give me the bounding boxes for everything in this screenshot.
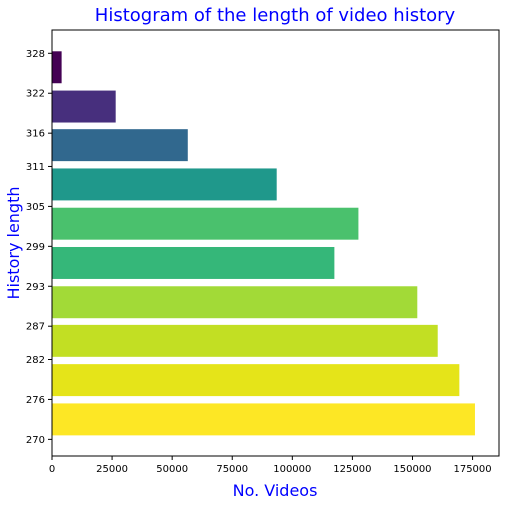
bar-1 (52, 364, 460, 397)
y-tick-label: 270 (26, 435, 45, 446)
chart-title: Histogram of the length of video history (95, 5, 456, 26)
y-tick-label: 293 (26, 282, 45, 293)
y-tick-label: 276 (26, 395, 45, 406)
y-axis-label: History length (4, 186, 23, 299)
bar-9 (52, 51, 62, 84)
bar-5 (52, 207, 359, 240)
plot-frame (51, 29, 500, 457)
y-tick-label: 316 (26, 129, 45, 140)
x-tick-label: 125000 (333, 464, 371, 475)
bar-7 (52, 129, 188, 162)
bar-3 (52, 286, 418, 319)
x-tick-label: 175000 (453, 464, 491, 475)
bar-2 (52, 324, 438, 357)
bar-0 (52, 403, 475, 436)
x-axis-ticks: 0 25000 50000 75000 100000 125000 150000 175000 (49, 456, 492, 475)
y-tick-label: 322 (26, 89, 45, 100)
x-tick-label: 50000 (156, 464, 188, 475)
x-tick-label: 100000 (273, 464, 311, 475)
y-tick-label: 299 (26, 242, 45, 253)
bar-8 (52, 90, 116, 123)
bar-4 (52, 246, 335, 279)
bar-6 (52, 168, 277, 201)
x-tick-label: 150000 (393, 464, 431, 475)
y-axis-ticks: 270 276 282 287 293 299 305 311 316 322 328 (26, 49, 52, 446)
x-tick-label: 25000 (96, 464, 128, 475)
x-tick-label: 0 (49, 464, 55, 475)
bars-layer (52, 51, 475, 436)
y-tick-label: 282 (26, 355, 45, 366)
x-axis-label: No. Videos (233, 481, 318, 500)
y-tick-label: 287 (26, 322, 45, 333)
x-tick-label: 75000 (216, 464, 248, 475)
y-tick-label: 311 (26, 162, 45, 173)
y-tick-label: 305 (26, 202, 45, 213)
y-tick-label: 328 (26, 49, 45, 60)
